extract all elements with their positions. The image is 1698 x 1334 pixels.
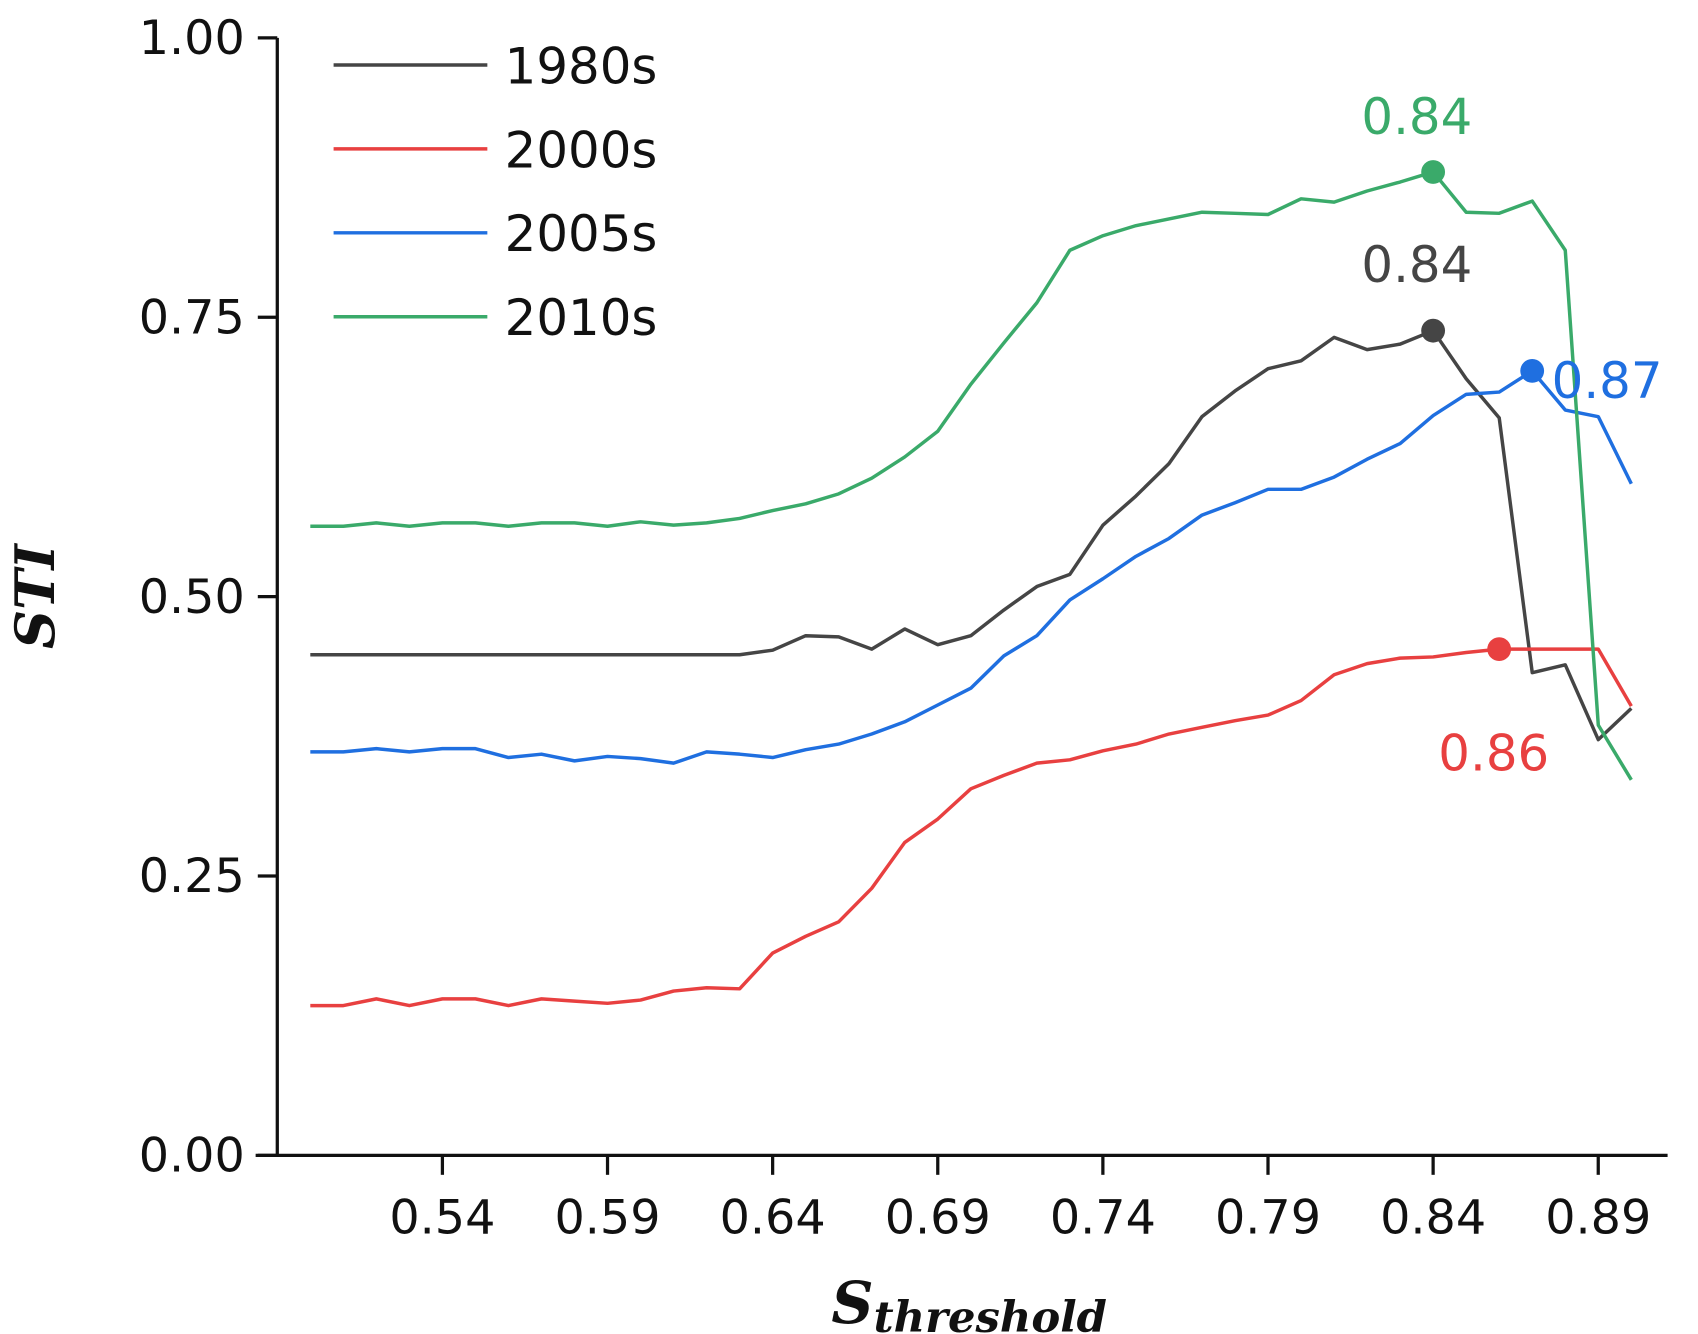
x-tick-label: 0.89 xyxy=(1545,1190,1651,1245)
legend: 1980s 2000s 2005s 2010s xyxy=(333,37,658,347)
peak-marker-1980s xyxy=(1421,318,1446,343)
y-tick-label: 0.00 xyxy=(139,1129,245,1184)
x-axis-title: Sthreshold xyxy=(831,1268,1107,1334)
peak-marker-2010s xyxy=(1421,160,1446,184)
peak-label-2010s: 0.84 xyxy=(1361,88,1472,146)
y-tick-label: 1.00 xyxy=(139,11,245,66)
x-tick-label: 0.59 xyxy=(555,1190,661,1245)
series-line-2010s xyxy=(310,170,1633,781)
x-tick-label: 0.54 xyxy=(389,1190,495,1245)
series-line-1980s xyxy=(310,328,1633,742)
x-tick-label: 0.69 xyxy=(885,1190,991,1245)
peak-label-1980s: 0.84 xyxy=(1361,236,1472,294)
legend-label-2005s: 2005s xyxy=(505,205,658,263)
x-tick-label: 0.84 xyxy=(1380,1190,1486,1245)
y-tick-label: 0.75 xyxy=(139,291,245,346)
series-line-2005s xyxy=(310,369,1633,765)
y-axis-title: STI xyxy=(3,543,67,649)
series-line-2000s xyxy=(310,647,1633,1008)
legend-label-2000s: 2000s xyxy=(505,121,658,179)
peak-label-2000s: 0.86 xyxy=(1438,724,1549,782)
y-tick-label: 0.50 xyxy=(139,570,245,625)
y-tick-label: 0.25 xyxy=(139,849,245,904)
peak-label-2005s: 0.87 xyxy=(1552,352,1663,410)
legend-label-2010s: 2010s xyxy=(505,289,658,347)
axes: 0.00 0.25 0.50 0.75 1.00 0.54 0.59 0.64 0.69 0.74… xyxy=(139,11,1668,1245)
x-axis-title-main: S xyxy=(831,1268,873,1334)
legend-label-1980s: 1980s xyxy=(505,37,658,95)
peak-marker-2000s xyxy=(1487,637,1512,662)
peak-marker-2005s xyxy=(1520,358,1545,383)
x-axis-title-subscript: threshold xyxy=(874,1292,1107,1334)
series-lines xyxy=(310,170,1633,1008)
x-tick-label: 0.64 xyxy=(720,1190,826,1245)
x-tick-label: 0.74 xyxy=(1050,1190,1156,1245)
x-tick-label: 0.79 xyxy=(1215,1190,1321,1245)
peak-markers: 0.84 0.86 0.87 0.84 xyxy=(1361,88,1662,782)
